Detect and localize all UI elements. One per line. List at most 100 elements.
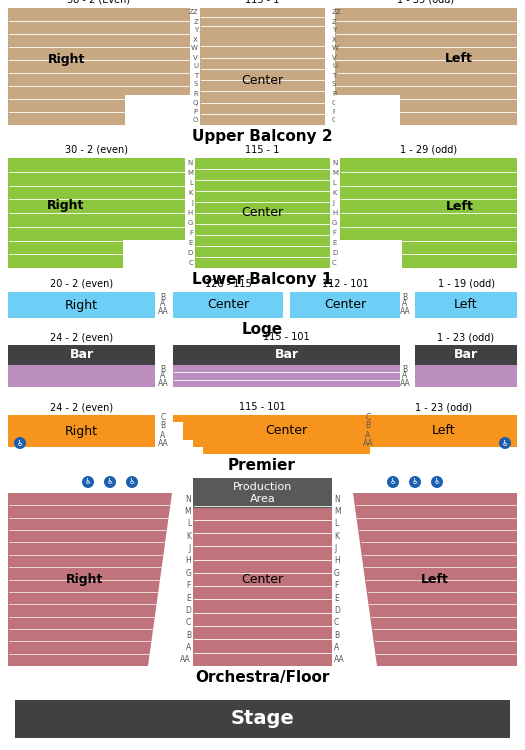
Text: G: G (334, 568, 340, 578)
Bar (8, 415, 155, 422)
Bar (8, 8, 190, 125)
Text: Left: Left (432, 424, 455, 437)
Text: N: N (188, 160, 193, 166)
Text: P: P (332, 109, 336, 115)
Bar (173, 292, 283, 318)
Text: V: V (332, 55, 337, 61)
Text: M: M (184, 507, 191, 516)
Text: Center: Center (242, 573, 284, 586)
Text: Stage: Stage (230, 710, 295, 728)
Text: F: F (189, 230, 193, 236)
Text: E: E (186, 593, 191, 602)
Text: 1 - 29 (odd): 1 - 29 (odd) (400, 145, 457, 155)
Text: ♿: ♿ (85, 478, 91, 487)
Circle shape (104, 476, 116, 488)
Text: D: D (332, 250, 337, 256)
Bar (335, 95, 400, 125)
Bar (173, 345, 400, 365)
Text: Left: Left (446, 200, 474, 212)
Text: A: A (402, 299, 407, 308)
Text: A: A (402, 371, 407, 380)
Text: H: H (185, 556, 191, 566)
Bar (203, 447, 370, 454)
Text: AA: AA (158, 307, 169, 316)
Bar (335, 8, 517, 125)
Text: AA: AA (180, 656, 191, 664)
Text: F: F (186, 581, 191, 590)
Text: ♿: ♿ (434, 478, 440, 487)
Bar (8, 292, 155, 318)
Bar (8, 365, 155, 387)
Text: F: F (332, 230, 336, 236)
Text: C: C (186, 618, 191, 627)
Text: W: W (332, 46, 339, 52)
Text: K: K (334, 532, 339, 541)
Text: T: T (332, 73, 336, 79)
Text: H: H (188, 210, 193, 216)
Text: N: N (334, 495, 340, 504)
Bar (340, 158, 517, 268)
Bar (340, 240, 402, 268)
Text: 112 - 101: 112 - 101 (322, 279, 369, 289)
Text: A: A (160, 430, 165, 439)
Text: ♿: ♿ (17, 439, 24, 448)
Text: Center: Center (266, 424, 308, 437)
Text: 115 - 1: 115 - 1 (245, 145, 280, 155)
Text: 115 - 1: 115 - 1 (245, 0, 279, 5)
Bar (415, 365, 517, 387)
Bar (193, 478, 332, 508)
Text: 126 - 115: 126 - 115 (205, 279, 251, 289)
Text: Y: Y (194, 28, 198, 34)
Text: Z: Z (332, 19, 337, 25)
Text: P: P (194, 109, 198, 115)
Text: B: B (161, 292, 165, 302)
Text: Right: Right (65, 424, 98, 437)
Text: 30 - 2 (even): 30 - 2 (even) (65, 145, 128, 155)
Bar (193, 493, 332, 666)
Text: A: A (186, 643, 191, 652)
Text: 20 - 2 (even): 20 - 2 (even) (50, 279, 113, 289)
Text: 24 - 2 (even): 24 - 2 (even) (50, 332, 113, 342)
Text: A: A (365, 430, 371, 439)
Text: AA: AA (400, 307, 411, 316)
Text: AA: AA (400, 379, 411, 388)
Text: G: G (185, 568, 191, 578)
Text: S: S (332, 82, 337, 88)
Text: A: A (160, 299, 165, 308)
Text: 24 - 2 (even): 24 - 2 (even) (50, 402, 113, 412)
Circle shape (14, 437, 26, 449)
Text: L: L (334, 520, 338, 529)
Text: K: K (188, 190, 193, 196)
Text: C: C (365, 413, 371, 422)
Text: N: N (185, 495, 191, 504)
Text: G: G (187, 220, 193, 226)
Text: 1 - 23 (odd): 1 - 23 (odd) (437, 332, 495, 342)
Bar (183, 422, 390, 440)
Text: G: G (332, 220, 338, 226)
Polygon shape (353, 493, 517, 666)
Bar (8, 422, 155, 440)
Text: B: B (365, 422, 371, 430)
Text: Left: Left (445, 53, 473, 65)
Text: 115 - 101: 115 - 101 (263, 332, 310, 342)
Text: Z: Z (193, 19, 198, 25)
Bar (290, 292, 400, 318)
Text: AA: AA (158, 440, 169, 448)
Text: Center: Center (241, 74, 283, 86)
Text: Right: Right (47, 200, 84, 212)
Bar (8, 345, 155, 365)
Text: B: B (161, 364, 165, 374)
Text: ♿: ♿ (390, 478, 396, 487)
Text: B: B (403, 364, 407, 374)
Text: D: D (334, 606, 340, 615)
Text: M: M (187, 170, 193, 176)
Text: A: A (160, 371, 165, 380)
Text: Lower Balcony 1: Lower Balcony 1 (192, 272, 332, 287)
Text: C: C (160, 413, 165, 422)
Bar (415, 292, 517, 318)
Text: O: O (193, 118, 198, 124)
Text: 115 - 101: 115 - 101 (239, 402, 285, 412)
Bar (193, 440, 380, 447)
Text: 1 - 19 (odd): 1 - 19 (odd) (437, 279, 495, 289)
Text: B: B (161, 422, 165, 430)
